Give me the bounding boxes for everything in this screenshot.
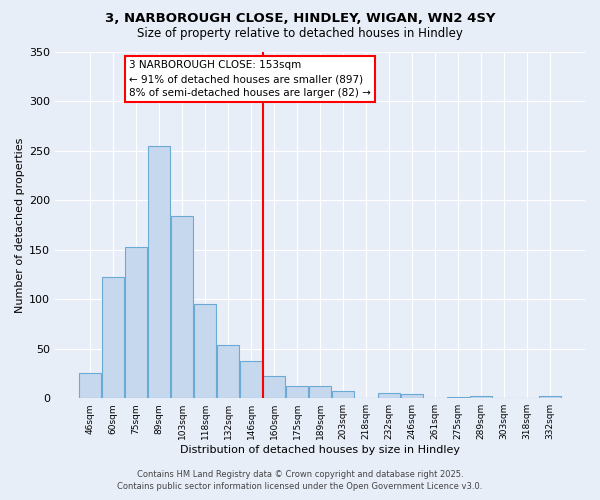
Bar	[332, 392, 354, 398]
Bar	[194, 304, 216, 398]
Bar	[401, 394, 423, 398]
Y-axis label: Number of detached properties: Number of detached properties	[15, 137, 25, 312]
Bar	[79, 374, 101, 398]
Bar	[286, 386, 308, 398]
Bar	[263, 376, 285, 398]
Bar	[171, 216, 193, 398]
X-axis label: Distribution of detached houses by size in Hindley: Distribution of detached houses by size …	[180, 445, 460, 455]
Bar	[539, 396, 561, 398]
Bar	[470, 396, 492, 398]
Bar	[125, 246, 147, 398]
Text: Contains HM Land Registry data © Crown copyright and database right 2025.
Contai: Contains HM Land Registry data © Crown c…	[118, 470, 482, 491]
Bar	[217, 344, 239, 398]
Text: Size of property relative to detached houses in Hindley: Size of property relative to detached ho…	[137, 28, 463, 40]
Bar	[378, 394, 400, 398]
Bar	[240, 360, 262, 398]
Bar	[447, 397, 469, 398]
Bar	[309, 386, 331, 398]
Text: 3 NARBOROUGH CLOSE: 153sqm
← 91% of detached houses are smaller (897)
8% of semi: 3 NARBOROUGH CLOSE: 153sqm ← 91% of deta…	[130, 60, 371, 98]
Bar	[148, 146, 170, 398]
Text: 3, NARBOROUGH CLOSE, HINDLEY, WIGAN, WN2 4SY: 3, NARBOROUGH CLOSE, HINDLEY, WIGAN, WN2…	[105, 12, 495, 26]
Bar	[102, 278, 124, 398]
